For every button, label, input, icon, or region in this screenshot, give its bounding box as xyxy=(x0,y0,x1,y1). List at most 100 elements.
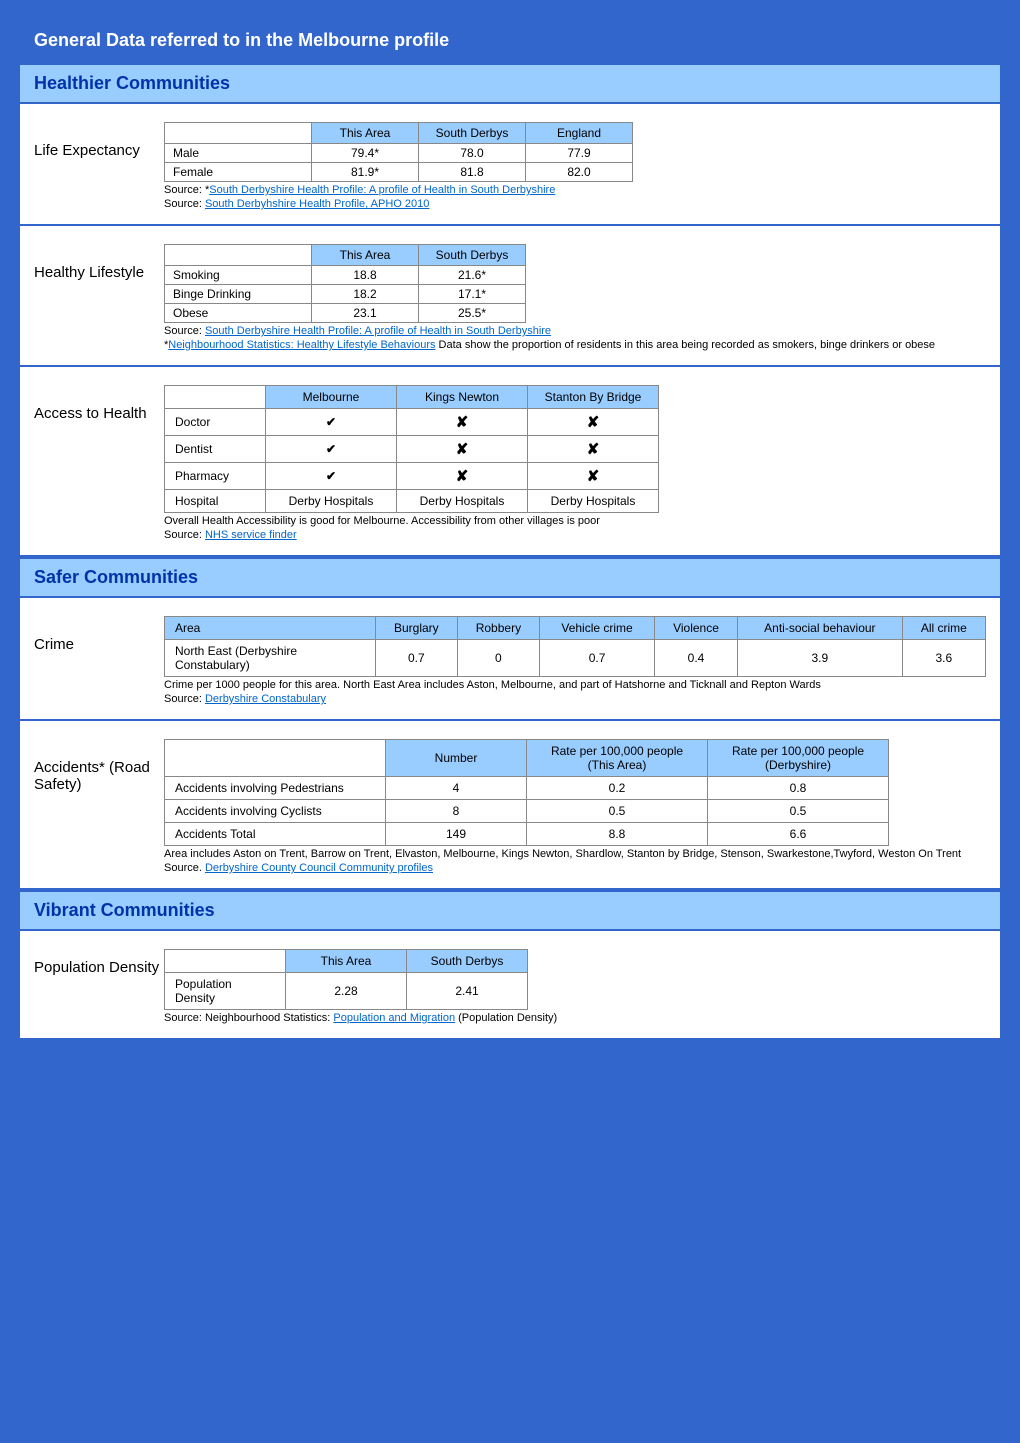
section-healthier: Healthier Communities xyxy=(20,63,1000,104)
access-health-label: Access to Health xyxy=(34,385,164,422)
life-expectancy-label: Life Expectancy xyxy=(34,122,164,159)
source-link[interactable]: Population and Migration xyxy=(333,1012,455,1024)
note: Area includes Aston on Trent, Barrow on … xyxy=(164,848,986,860)
page: General Data referred to in the Melbourn… xyxy=(20,20,1000,1040)
col-header: Anti-social behaviour xyxy=(738,617,903,640)
cell: 0.7 xyxy=(540,640,655,677)
source-link[interactable]: NHS service finder xyxy=(205,529,297,541)
col-header: Rate per 100,000 people (This Area) xyxy=(527,740,708,777)
cell: 3.6 xyxy=(902,640,985,677)
life-expectancy-content: This Area South Derbys England Male 79.4… xyxy=(164,122,986,210)
row-label: Accidents involving Cyclists xyxy=(165,800,386,823)
col-header: Stanton By Bridge xyxy=(528,386,659,409)
accidents-block: Accidents* (Road Safety) Number Rate per… xyxy=(20,721,1000,890)
accidents-content: Number Rate per 100,000 people (This Are… xyxy=(164,739,986,874)
cell: 4 xyxy=(386,777,527,800)
healthy-lifestyle-table: This Area South Derbys Smoking 18.8 21.6… xyxy=(164,244,526,323)
cell: 81.9* xyxy=(312,163,419,182)
cell: 0.8 xyxy=(708,777,889,800)
row-label: Accidents Total xyxy=(165,823,386,846)
source-prefix: Source. xyxy=(164,862,205,874)
source-link[interactable]: South Derbyshire Health Profile: A profi… xyxy=(205,325,551,337)
source-link[interactable]: Derbyshire Constabulary xyxy=(205,693,326,705)
section-vibrant: Vibrant Communities xyxy=(20,890,1000,931)
source-prefix: Source: xyxy=(164,325,205,337)
col-header: This Area xyxy=(312,245,419,266)
col-header: South Derbys xyxy=(407,950,528,973)
cell: 23.1 xyxy=(312,304,419,323)
source-prefix: Source: xyxy=(164,529,205,541)
blank-header xyxy=(165,740,386,777)
cross-icon: ✘ xyxy=(397,436,528,463)
cell: 0.2 xyxy=(527,777,708,800)
population-content: This Area South Derbys Population Densit… xyxy=(164,949,986,1024)
cell: 78.0 xyxy=(419,144,526,163)
blank-header xyxy=(165,950,286,973)
life-expectancy-block: Life Expectancy This Area South Derbys E… xyxy=(20,104,1000,226)
col-header: This Area xyxy=(312,123,419,144)
cell: 82.0 xyxy=(526,163,633,182)
col-header: This Area xyxy=(286,950,407,973)
cell: 18.2 xyxy=(312,285,419,304)
source-line: Source: South Derbyhshire Health Profile… xyxy=(164,198,986,210)
accidents-label: Accidents* (Road Safety) xyxy=(34,739,164,793)
healthy-lifestyle-label: Healthy Lifestyle xyxy=(34,244,164,281)
source-link[interactable]: Neighbourhood Statistics: Healthy Lifest… xyxy=(168,339,435,351)
col-header: Melbourne xyxy=(266,386,397,409)
cell: 0.7 xyxy=(376,640,458,677)
source-link[interactable]: South Derbyshire Health Profile: A profi… xyxy=(209,184,555,196)
cross-icon: ✘ xyxy=(528,436,659,463)
row-label: Population Density xyxy=(165,973,286,1010)
col-header: All crime xyxy=(902,617,985,640)
cross-icon: ✘ xyxy=(397,463,528,490)
source-line: *Neighbourhood Statistics: Healthy Lifes… xyxy=(164,339,986,351)
cell: 81.8 xyxy=(419,163,526,182)
accidents-table: Number Rate per 100,000 people (This Are… xyxy=(164,739,889,846)
row-label: Accidents involving Pedestrians xyxy=(165,777,386,800)
cell: 25.5* xyxy=(419,304,526,323)
cell: 8 xyxy=(386,800,527,823)
cell: 0.5 xyxy=(527,800,708,823)
source-line: Source: Neighbourhood Statistics: Popula… xyxy=(164,1012,986,1024)
row-label: Pharmacy xyxy=(165,463,266,490)
cross-icon: ✘ xyxy=(528,409,659,436)
page-title: General Data referred to in the Melbourn… xyxy=(20,20,1000,63)
blank-header xyxy=(165,386,266,409)
source-prefix: Source: Neighbourhood Statistics: xyxy=(164,1012,333,1024)
access-health-table: Melbourne Kings Newton Stanton By Bridge… xyxy=(164,385,659,513)
col-header: Burglary xyxy=(376,617,458,640)
source-suffix: Data show the proportion of residents in… xyxy=(435,339,935,351)
col-header: South Derbys xyxy=(419,245,526,266)
row-label: Male xyxy=(165,144,312,163)
cross-icon: ✘ xyxy=(397,409,528,436)
cell: 21.6* xyxy=(419,266,526,285)
col-header: England xyxy=(526,123,633,144)
source-line: Source: South Derbyshire Health Profile:… xyxy=(164,325,986,337)
col-header: Number xyxy=(386,740,527,777)
row-label: Binge Drinking xyxy=(165,285,312,304)
cell: 18.8 xyxy=(312,266,419,285)
source-link[interactable]: Derbyshire County Council Community prof… xyxy=(205,862,433,874)
source-line: Source: NHS service finder xyxy=(164,529,986,541)
access-health-block: Access to Health Melbourne Kings Newton … xyxy=(20,367,1000,557)
source-line: Source. Derbyshire County Council Commun… xyxy=(164,862,986,874)
blank-header xyxy=(165,245,312,266)
cell: 0.5 xyxy=(708,800,889,823)
cell: 2.28 xyxy=(286,973,407,1010)
col-header: Kings Newton xyxy=(397,386,528,409)
source-link[interactable]: South Derbyhshire Health Profile, APHO 2… xyxy=(205,198,429,210)
cell: 77.9 xyxy=(526,144,633,163)
population-label: Population Density xyxy=(34,949,164,976)
cell: 3.9 xyxy=(738,640,903,677)
cell: 6.6 xyxy=(708,823,889,846)
row-label: Obese xyxy=(165,304,312,323)
crime-content: Area Burglary Robbery Vehicle crime Viol… xyxy=(164,616,986,705)
row-label: Dentist xyxy=(165,436,266,463)
crime-block: Crime Area Burglary Robbery Vehicle crim… xyxy=(20,598,1000,721)
cell: 0 xyxy=(457,640,539,677)
healthy-lifestyle-content: This Area South Derbys Smoking 18.8 21.6… xyxy=(164,244,986,351)
cell: 17.1* xyxy=(419,285,526,304)
check-icon: ✔ xyxy=(266,436,397,463)
cell: 8.8 xyxy=(527,823,708,846)
col-header: Violence xyxy=(654,617,737,640)
